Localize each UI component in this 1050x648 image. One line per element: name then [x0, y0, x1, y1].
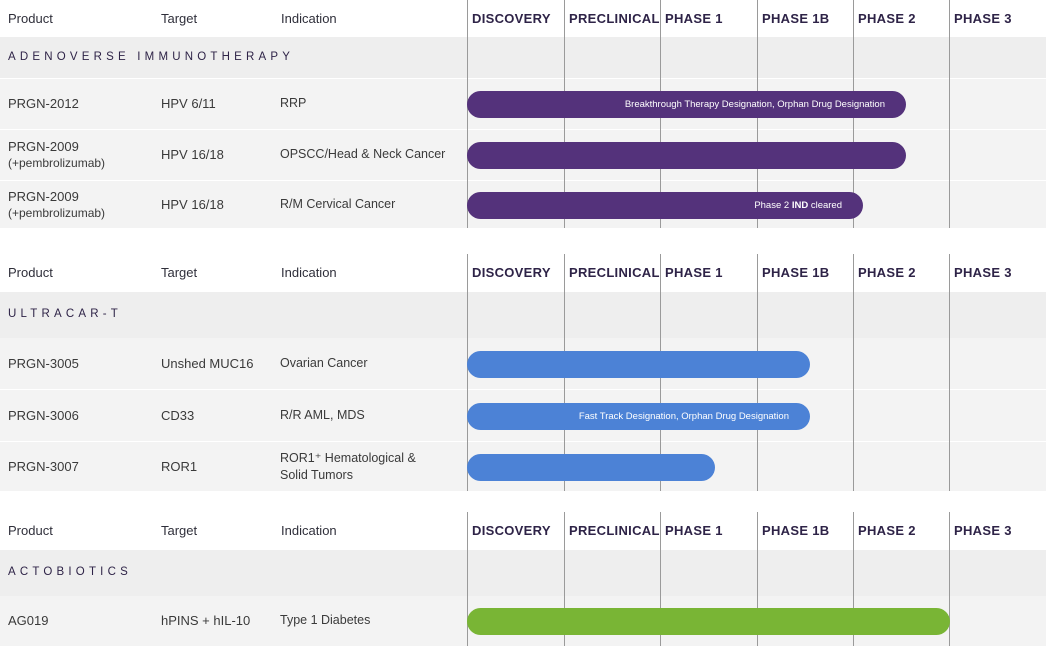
header-target: Target	[161, 11, 198, 26]
section-band: ULTRACAR-T	[0, 292, 1046, 338]
phase-header-phase-2: PHASE 2	[858, 11, 916, 26]
phase-header-phase-1: PHASE 1	[665, 265, 723, 280]
section-title: ULTRACAR-T	[8, 308, 122, 320]
header-target: Target	[161, 265, 198, 280]
phase-divider	[757, 512, 758, 646]
designation-label: Breakthrough Therapy Designation, Orphan…	[624, 99, 885, 110]
section-band: ACTOBIOTICS	[0, 550, 1046, 596]
phase-header-discovery: DISCOVERY	[472, 11, 551, 26]
designation-bold: IND	[791, 200, 809, 211]
phase-divider	[467, 512, 468, 646]
phase-header-phase-2: PHASE 2	[858, 265, 916, 280]
indication-name: Type 1 Diabetes	[280, 612, 370, 629]
product-code: PRGN-3007	[8, 459, 79, 474]
product-code: PRGN-2009	[8, 139, 79, 154]
header-product: Product	[8, 265, 53, 280]
target-name: CD33	[161, 408, 195, 423]
phase-header-phase-3: PHASE 3	[954, 523, 1012, 538]
indication-name: OPSCC/Head & Neck Cancer	[280, 146, 445, 163]
target-name: HPV 16/18	[161, 197, 224, 212]
indication-line: ROR1⁺ Hematological &	[280, 451, 416, 465]
indication-name: R/R AML, MDS	[280, 407, 365, 424]
header-row: Product Target Indication DISCOVERY PRECLINI…	[0, 0, 1046, 37]
phase-divider	[949, 0, 950, 228]
phase-header-phase-3: PHASE 3	[954, 11, 1012, 26]
indication-name: ROR1⁺ Hematological & Solid Tumors	[280, 450, 416, 484]
header-indication: Indication	[281, 523, 337, 538]
product-code: PRGN-2009	[8, 189, 79, 204]
header-indication: Indication	[281, 11, 337, 26]
phase-header-phase-1b: PHASE 1B	[762, 523, 830, 538]
indication-line: OPSCC/Head & Neck Cancer	[280, 147, 446, 161]
target-name: Unshed MUC16	[161, 356, 254, 371]
target-name: hPINS + hIL-10	[161, 613, 251, 628]
product-name: PRGN-3007	[8, 458, 79, 475]
product-name: PRGN-2012	[8, 95, 79, 112]
product-code: PRGN-3005	[8, 356, 79, 371]
phase-header-phase-3: PHASE 3	[954, 265, 1012, 280]
phase-divider	[660, 512, 661, 646]
product-name: PRGN-2009 (+pembrolizumab)	[8, 188, 105, 222]
indication-line: RRP	[280, 96, 307, 110]
section-title: ADENOVERSE IMMUNOTHERAPY	[8, 51, 295, 63]
header-row: Product Target Indication DISCOVERY PRECLINI…	[0, 254, 1046, 291]
product-combination: (+pembrolizumab)	[8, 156, 106, 170]
product-code: PRGN-2012	[8, 96, 79, 111]
progress-bar	[467, 608, 950, 635]
phase-divider	[949, 512, 950, 646]
phase-header-discovery: DISCOVERY	[472, 265, 551, 280]
progress-bar	[467, 454, 715, 481]
phase-header-preclinical: PRECLINICAL	[569, 265, 660, 280]
product-name: PRGN-3005	[8, 355, 79, 372]
phase-divider	[467, 0, 468, 228]
header-row: Product Target Indication DISCOVERY PRECLINI…	[0, 512, 1046, 549]
target-name: ROR1	[161, 459, 198, 474]
progress-bar: Phase 2 IND cleared	[467, 192, 863, 219]
phase-divider	[853, 254, 854, 491]
phase-header-phase-1: PHASE 1	[665, 11, 723, 26]
phase-divider	[853, 512, 854, 646]
indication-line: R/M Cervical Cancer	[280, 197, 396, 211]
progress-bar: Breakthrough Therapy Designation, Orphan…	[467, 91, 906, 118]
phase-divider	[949, 254, 950, 491]
designation-label: Phase 2 IND cleared	[754, 200, 842, 211]
header-product: Product	[8, 523, 53, 538]
progress-bar: Fast Track Designation, Orphan Drug Desi…	[467, 403, 810, 430]
product-name: AG019	[8, 612, 48, 629]
product-name: PRGN-3006	[8, 407, 79, 424]
section-title: ACTOBIOTICS	[8, 566, 132, 578]
phase-divider	[564, 512, 565, 646]
header-product: Product	[8, 11, 53, 26]
section-band: ADENOVERSE IMMUNOTHERAPY	[0, 37, 1046, 78]
indication-name: RRP	[280, 95, 306, 112]
indication-name: Ovarian Cancer	[280, 355, 368, 372]
indication-line: Solid Tumors	[280, 468, 353, 482]
target-name: HPV 16/18	[161, 147, 224, 162]
phase-header-preclinical: PRECLINICAL	[569, 11, 660, 26]
indication-line: R/R AML, MDS	[280, 408, 365, 422]
progress-bar	[467, 142, 906, 169]
header-indication: Indication	[281, 265, 337, 280]
progress-bar	[467, 351, 810, 378]
phase-header-phase-2: PHASE 2	[858, 523, 916, 538]
phase-header-phase-1b: PHASE 1B	[762, 265, 830, 280]
phase-header-preclinical: PRECLINICAL	[569, 523, 660, 538]
phase-header-phase-1b: PHASE 1B	[762, 11, 830, 26]
product-name: PRGN-2009 (+pembrolizumab)	[8, 138, 105, 172]
header-target: Target	[161, 523, 198, 538]
target-name: HPV 6/11	[161, 96, 216, 111]
phase-header-discovery: DISCOVERY	[472, 523, 551, 538]
indication-line: Ovarian Cancer	[280, 356, 368, 370]
phase-divider	[467, 254, 468, 491]
product-combination: (+pembrolizumab)	[8, 206, 106, 220]
product-code: PRGN-3006	[8, 408, 79, 423]
product-code: AG019	[8, 613, 49, 628]
indication-name: R/M Cervical Cancer	[280, 196, 395, 213]
phase-header-phase-1: PHASE 1	[665, 523, 723, 538]
designation-label: Fast Track Designation, Orphan Drug Desi…	[578, 411, 789, 422]
indication-line: Type 1 Diabetes	[280, 613, 371, 627]
